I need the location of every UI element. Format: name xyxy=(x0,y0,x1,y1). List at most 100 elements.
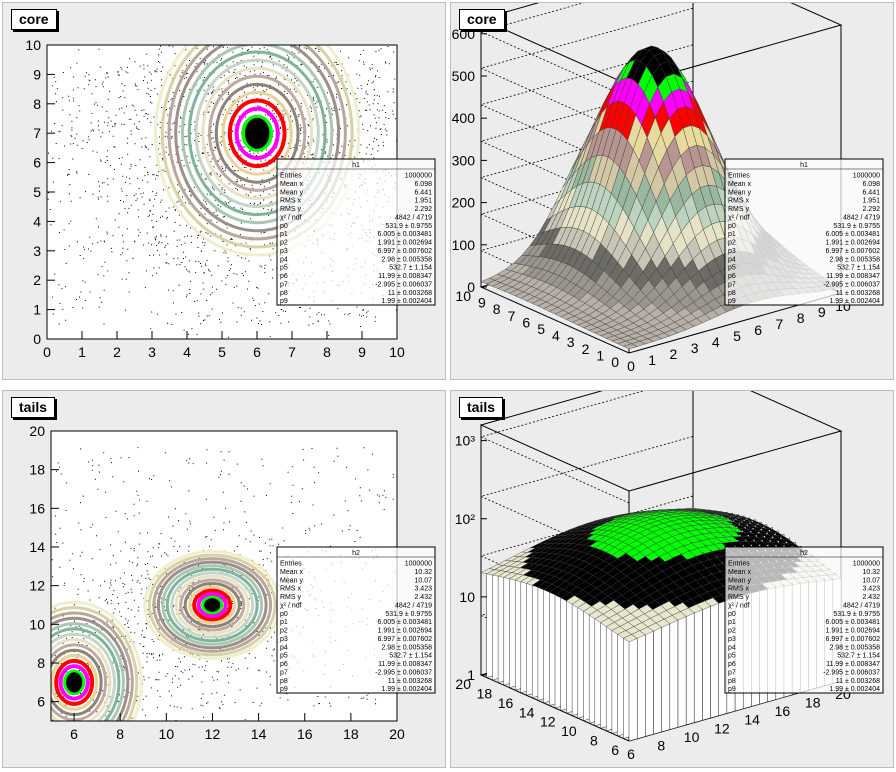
stats-label: Entries xyxy=(728,173,750,180)
y-tick-label: 8 xyxy=(33,96,41,112)
stats-value: 1.991 ± 0.002694 xyxy=(826,240,881,247)
box-top xyxy=(479,3,843,86)
y-tick-label: 9 xyxy=(33,66,41,82)
stats-value: 4842 / 4719 xyxy=(843,602,880,609)
stats-label: p6 xyxy=(728,661,736,668)
stats-value: 1000000 xyxy=(405,561,432,568)
stats-label: p3 xyxy=(728,636,736,643)
contour-line xyxy=(174,45,341,233)
contour-line xyxy=(51,616,130,721)
x-tick-label: 14 xyxy=(744,712,760,728)
stats-label: p2 xyxy=(728,628,736,635)
stats-value: 10.07 xyxy=(414,577,432,584)
contour-line xyxy=(153,45,361,257)
contour-lines xyxy=(51,550,282,721)
contour-core xyxy=(204,598,221,612)
x-tick-label: 7 xyxy=(776,316,784,332)
pad-title: core xyxy=(11,9,57,30)
stats-value: 531.9 ± 0.9755 xyxy=(833,611,880,618)
stats-value: 4842 / 4719 xyxy=(395,214,432,221)
contour-line xyxy=(214,82,300,184)
stats-value: 6.997 ± 0.007602 xyxy=(378,248,433,255)
y-tick-label: 16 xyxy=(29,500,45,516)
stats-value: 2.432 xyxy=(862,594,880,601)
x-tick-label: 2 xyxy=(670,346,678,362)
stats-label: p2 xyxy=(280,628,288,635)
x-tick-label: 3 xyxy=(691,340,699,356)
stats-value: 1000000 xyxy=(405,173,432,180)
stats-value: 6.997 ± 0.007602 xyxy=(826,248,881,255)
contour-line xyxy=(51,632,116,721)
y-tick-label: 10 xyxy=(25,37,41,53)
x-tick-label: 12 xyxy=(205,726,221,742)
stats-label: RMS y xyxy=(280,206,302,213)
stats-label: p3 xyxy=(728,248,736,255)
y-tick-label: 5 xyxy=(33,184,41,200)
x-tick-label: 6 xyxy=(627,746,635,762)
stats-value: -2.995 ± 0.006037 xyxy=(823,281,880,288)
y-tick-label: 18 xyxy=(477,685,493,701)
stats-label: p6 xyxy=(280,661,288,668)
grid-line xyxy=(479,391,645,504)
stats-label: p7 xyxy=(280,281,288,288)
stats-label: Entries xyxy=(728,561,750,568)
contour-line xyxy=(241,114,274,152)
stats-value: 532.7 ± 1.154 xyxy=(837,653,880,660)
contour-line xyxy=(51,611,134,721)
contour-line xyxy=(54,658,95,706)
y-tick-label: 6 xyxy=(522,314,530,330)
y-tick-label: 6 xyxy=(611,742,619,758)
stats-value: 1.991 ± 0.002694 xyxy=(378,628,433,635)
pad-core-surface[interactable]: 0 100 200 300 400 500 600 0 1 2 3 4 5 6 7 8 9 10 0 1 2 3 4 5 6 7 8… xyxy=(450,2,894,380)
stats-label: p5 xyxy=(728,653,736,660)
y-tick-label: 4 xyxy=(33,213,41,229)
stats-box: h2 Entries 1000000 Mean x 10.32 Mean y 10.07 RM… xyxy=(724,546,884,694)
contour-line xyxy=(51,627,121,721)
grid-line xyxy=(479,7,694,135)
contour-lines xyxy=(153,45,361,257)
stats-value: -2.995 ± 0.006037 xyxy=(375,281,432,288)
x-tick-label: 8 xyxy=(116,726,124,742)
pad-tails-lego[interactable]: 1 10 10² 10³ 6 8 10 12 14 16 18 20 6 8 10 12 14 16 18 20 h2 E… xyxy=(450,390,894,768)
stats-label: p1 xyxy=(280,231,288,238)
y-tick-label: 14 xyxy=(29,539,45,555)
contour-core xyxy=(244,117,270,149)
x-tick-label: 9 xyxy=(818,304,826,320)
stats-label: p5 xyxy=(728,265,736,272)
y-tick-label: 0 xyxy=(611,354,619,370)
y-tick-label: 9 xyxy=(478,295,486,311)
stats-label: RMS x xyxy=(280,586,302,593)
x-tick-label: 18 xyxy=(805,695,821,711)
x-tick-label: 6 xyxy=(253,344,261,360)
stats-value: 531.9 ± 0.9755 xyxy=(385,611,432,618)
y-tick-label: 8 xyxy=(493,301,501,317)
grid-line xyxy=(479,436,694,563)
stats-label: Mean y xyxy=(728,577,751,584)
stats-value: 6.005 ± 0.003481 xyxy=(826,231,881,238)
stats-label: p0 xyxy=(280,611,288,618)
pad-tails-contour[interactable]: 6 8 10 12 14 16 18 20 6 8 10 12 14 16 18 20 h2 Entries 100… xyxy=(2,390,446,768)
y-tick-label: 2 xyxy=(582,341,590,357)
y-tick-label: 12 xyxy=(540,714,556,730)
contour-line xyxy=(174,574,250,636)
stats-value: 1.951 xyxy=(862,198,880,205)
pad-core-contour[interactable]: 0 1 2 3 4 5 6 7 8 9 10 0 1 2 3 4 5 6 7 8 9 10 h1 Entries 1000000… xyxy=(2,2,446,380)
contour-line xyxy=(161,564,264,646)
stats-value: 1.99 ± 0.002404 xyxy=(829,298,880,305)
stats-value: 3.423 xyxy=(414,586,432,593)
stats-value: -2.995 ± 0.006037 xyxy=(823,669,880,676)
stats-label: p1 xyxy=(728,619,736,626)
stats-label: p5 xyxy=(280,265,288,272)
stats-value: 10.32 xyxy=(414,569,432,576)
z-tick-label: 200 xyxy=(452,195,476,211)
stats-label: p4 xyxy=(280,644,288,651)
stats-value: 3.423 xyxy=(862,586,880,593)
y-tick-label: 7 xyxy=(508,308,516,324)
stats-label: p5 xyxy=(280,653,288,660)
contour-line xyxy=(183,582,241,628)
contour-line xyxy=(51,600,143,721)
stats-label: p0 xyxy=(728,611,736,618)
z-tick-label: 100 xyxy=(452,237,476,253)
x-tick-label: 10 xyxy=(159,726,175,742)
stats-box: h1 Entries 1000000 Mean x 6.098 Mean y 6.441 RM… xyxy=(276,158,436,306)
